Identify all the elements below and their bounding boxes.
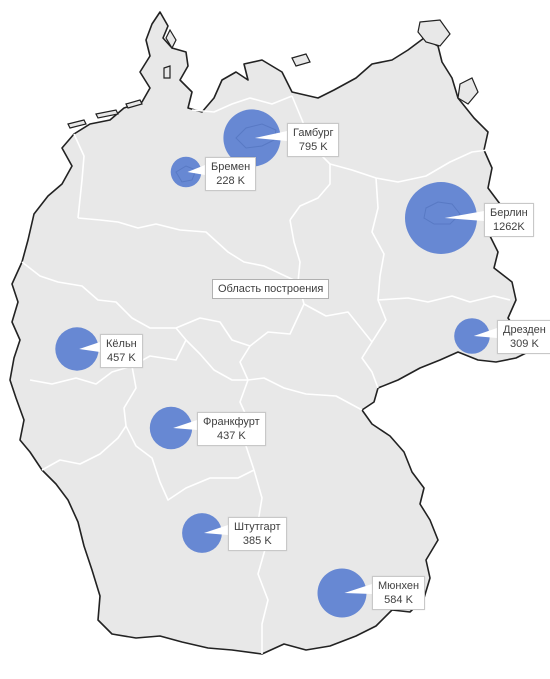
germany-outline (9, 11, 529, 655)
city-name: Франкфурт (203, 416, 260, 428)
island-usedom (457, 77, 479, 105)
bubble-3 (405, 182, 477, 254)
label-pointers (79, 131, 497, 594)
city-label: Мюнхен 584 K (372, 576, 426, 610)
city-value: 584 K (384, 594, 413, 606)
city-name: Штутгарт (234, 521, 281, 533)
island-fehmarn (291, 53, 311, 67)
city-name: Бремен (211, 161, 251, 173)
city-name: Гамбург (293, 127, 334, 139)
city-label: Штутгарт 385 K (228, 517, 287, 551)
city-label: Франкфурт 437 K (197, 412, 266, 446)
city-label: Гамбург 795 K (287, 123, 340, 157)
city-name: Кёльн (106, 338, 137, 350)
city-label: Дрезден 309 K (497, 320, 550, 354)
label-pointer-8 (344, 584, 372, 594)
label-pointer-6 (173, 420, 197, 430)
city-value: 795 K (298, 141, 328, 153)
bubble-2 (170, 156, 202, 188)
city-value: 457 K (107, 352, 136, 364)
island-amrum (163, 65, 171, 79)
island-frisian-3 (125, 99, 143, 109)
bubble-1 (223, 109, 281, 167)
island-frisian-1 (67, 119, 87, 129)
city-value: 228 K (216, 175, 245, 187)
city-value: 1262K (492, 221, 525, 233)
city-name: Мюнхен (378, 580, 420, 592)
bubble-7 (182, 513, 222, 553)
city-name: Берлин (490, 207, 528, 219)
city-bubbles (55, 109, 490, 618)
island-frisian-2 (95, 109, 119, 119)
city-name: Дрезден (503, 324, 546, 336)
label-pointer-3 (444, 211, 484, 221)
city-label: Кёльн 457 K (100, 334, 143, 368)
city-value: 309 K (510, 338, 539, 350)
bubble-6 (149, 406, 193, 450)
city-label: Бремен 228 K (205, 157, 257, 191)
label-pointer-7 (203, 525, 228, 535)
label-pointer-1 (254, 131, 287, 141)
city-value: 385 K (242, 535, 272, 547)
label-pointer-2 (187, 165, 205, 175)
bubble-8 (317, 568, 367, 618)
city-label: Берлин 1262K (484, 203, 534, 237)
plot-area-tooltip: Область построения (212, 279, 330, 299)
bubble-5 (454, 318, 490, 354)
label-pointer-5 (473, 328, 497, 338)
city-value: 437 K (216, 430, 246, 442)
island-sylt (165, 28, 177, 50)
island-ruegen (417, 19, 451, 47)
label-pointer-4 (79, 342, 100, 352)
bubble-4 (55, 327, 99, 371)
